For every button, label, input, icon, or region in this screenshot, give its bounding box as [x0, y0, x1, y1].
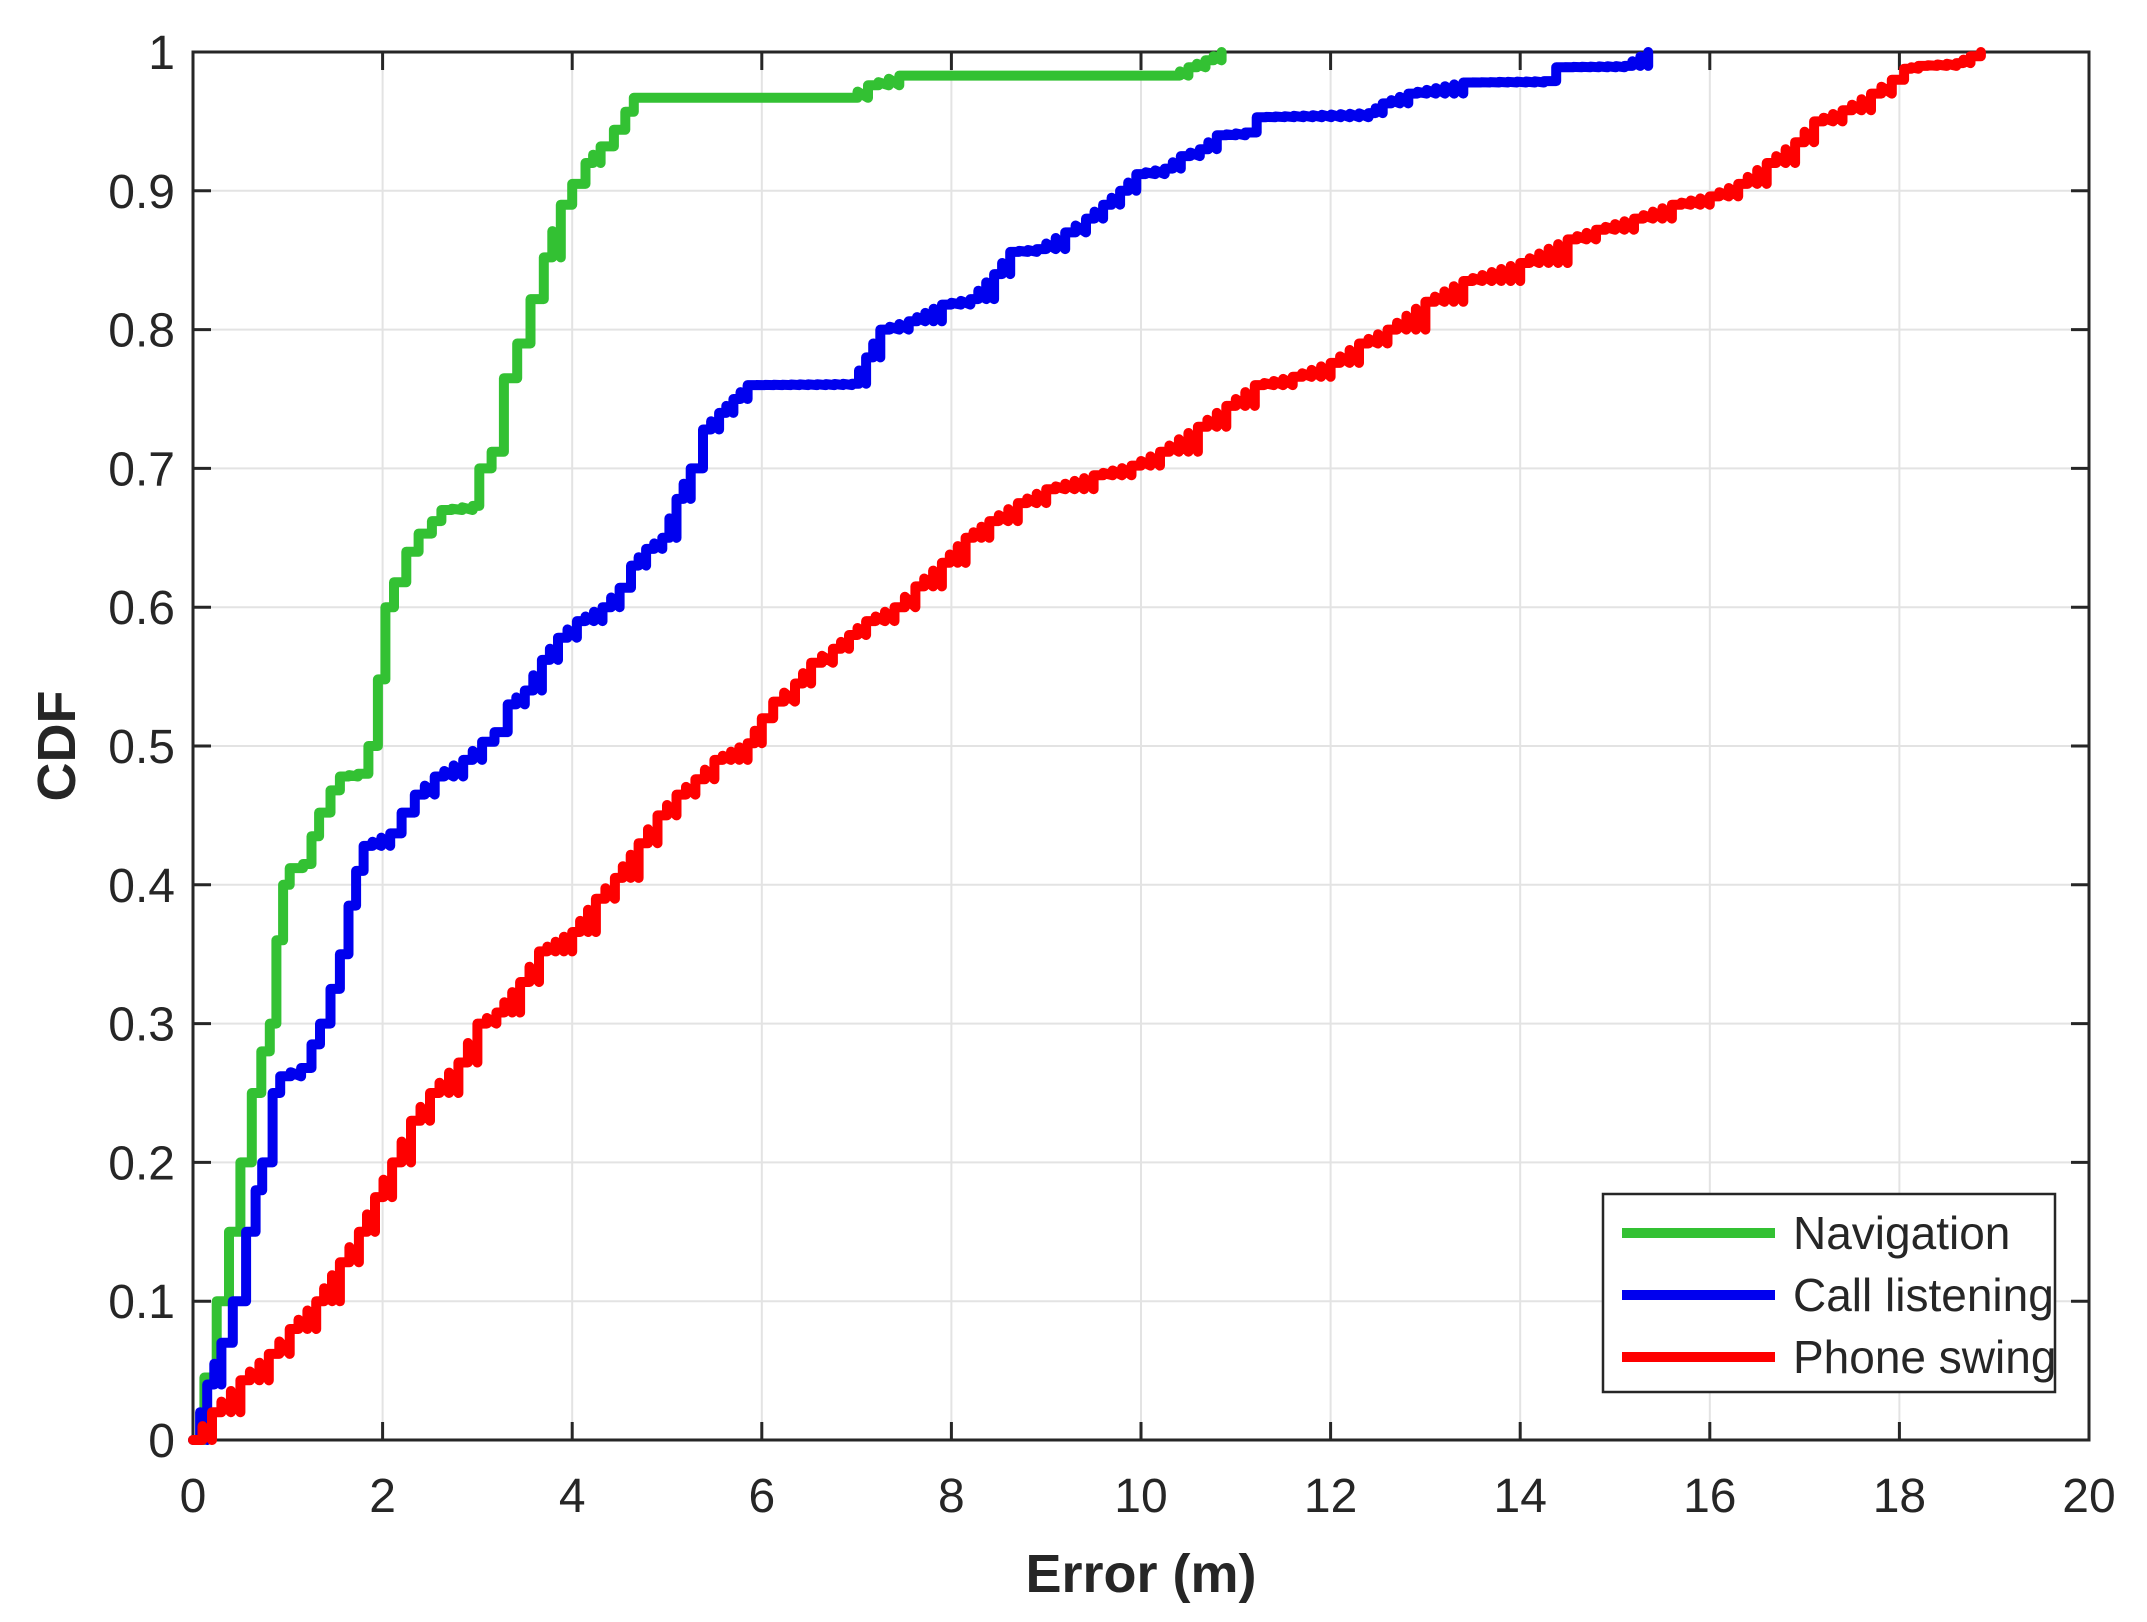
legend: Navigation Call listening Phone swing — [1601, 1192, 2056, 1394]
series-line-phone-swing — [188, 47, 1986, 1445]
y-tick-label: 1 — [148, 27, 175, 80]
y-tick-label: 0.3 — [108, 999, 175, 1052]
y-tick-label: 0.4 — [108, 860, 175, 913]
x-axis-label: Error (m) — [1025, 1544, 1256, 1604]
y-tick-label: 0.5 — [108, 721, 175, 774]
series-lines — [188, 47, 1986, 1445]
legend-label-navigation: Navigation — [1793, 1207, 2010, 1259]
x-tick-label: 10 — [1114, 1470, 1167, 1523]
x-tick-label: 2 — [369, 1470, 396, 1523]
y-tick-label: 0.1 — [108, 1276, 175, 1329]
x-tick-label: 4 — [559, 1470, 586, 1523]
x-tick-label: 6 — [748, 1470, 775, 1523]
x-tick-label: 20 — [2062, 1470, 2115, 1523]
y-tick-labels: 0 0.1 0.2 0.3 0.4 0.5 0.6 0.7 0.8 0.9 1 — [108, 27, 175, 1468]
legend-label-call-listening: Call listening — [1793, 1269, 2054, 1321]
legend-label-phone-swing: Phone swing — [1793, 1331, 2056, 1383]
x-tick-label: 18 — [1873, 1470, 1926, 1523]
y-tick-label: 0.7 — [108, 443, 175, 496]
axis-ticks — [191, 50, 2091, 1442]
y-tick-label: 0.2 — [108, 1137, 175, 1190]
series-line-navigation — [188, 47, 1227, 1445]
y-tick-label: 0.6 — [108, 582, 175, 635]
x-tick-label: 12 — [1304, 1470, 1357, 1523]
x-tick-label: 16 — [1683, 1470, 1736, 1523]
x-tick-labels: 0 2 4 6 8 10 12 14 16 18 20 — [180, 1470, 2116, 1523]
x-tick-label: 0 — [180, 1470, 207, 1523]
y-tick-label: 0 — [148, 1415, 175, 1468]
series-line-call-listening — [188, 47, 1654, 1445]
y-axis-label: CDF — [27, 691, 87, 802]
y-tick-label: 0.9 — [108, 166, 175, 219]
x-tick-label: 8 — [938, 1470, 965, 1523]
y-tick-label: 0.8 — [108, 305, 175, 358]
x-tick-label: 14 — [1494, 1470, 1547, 1523]
